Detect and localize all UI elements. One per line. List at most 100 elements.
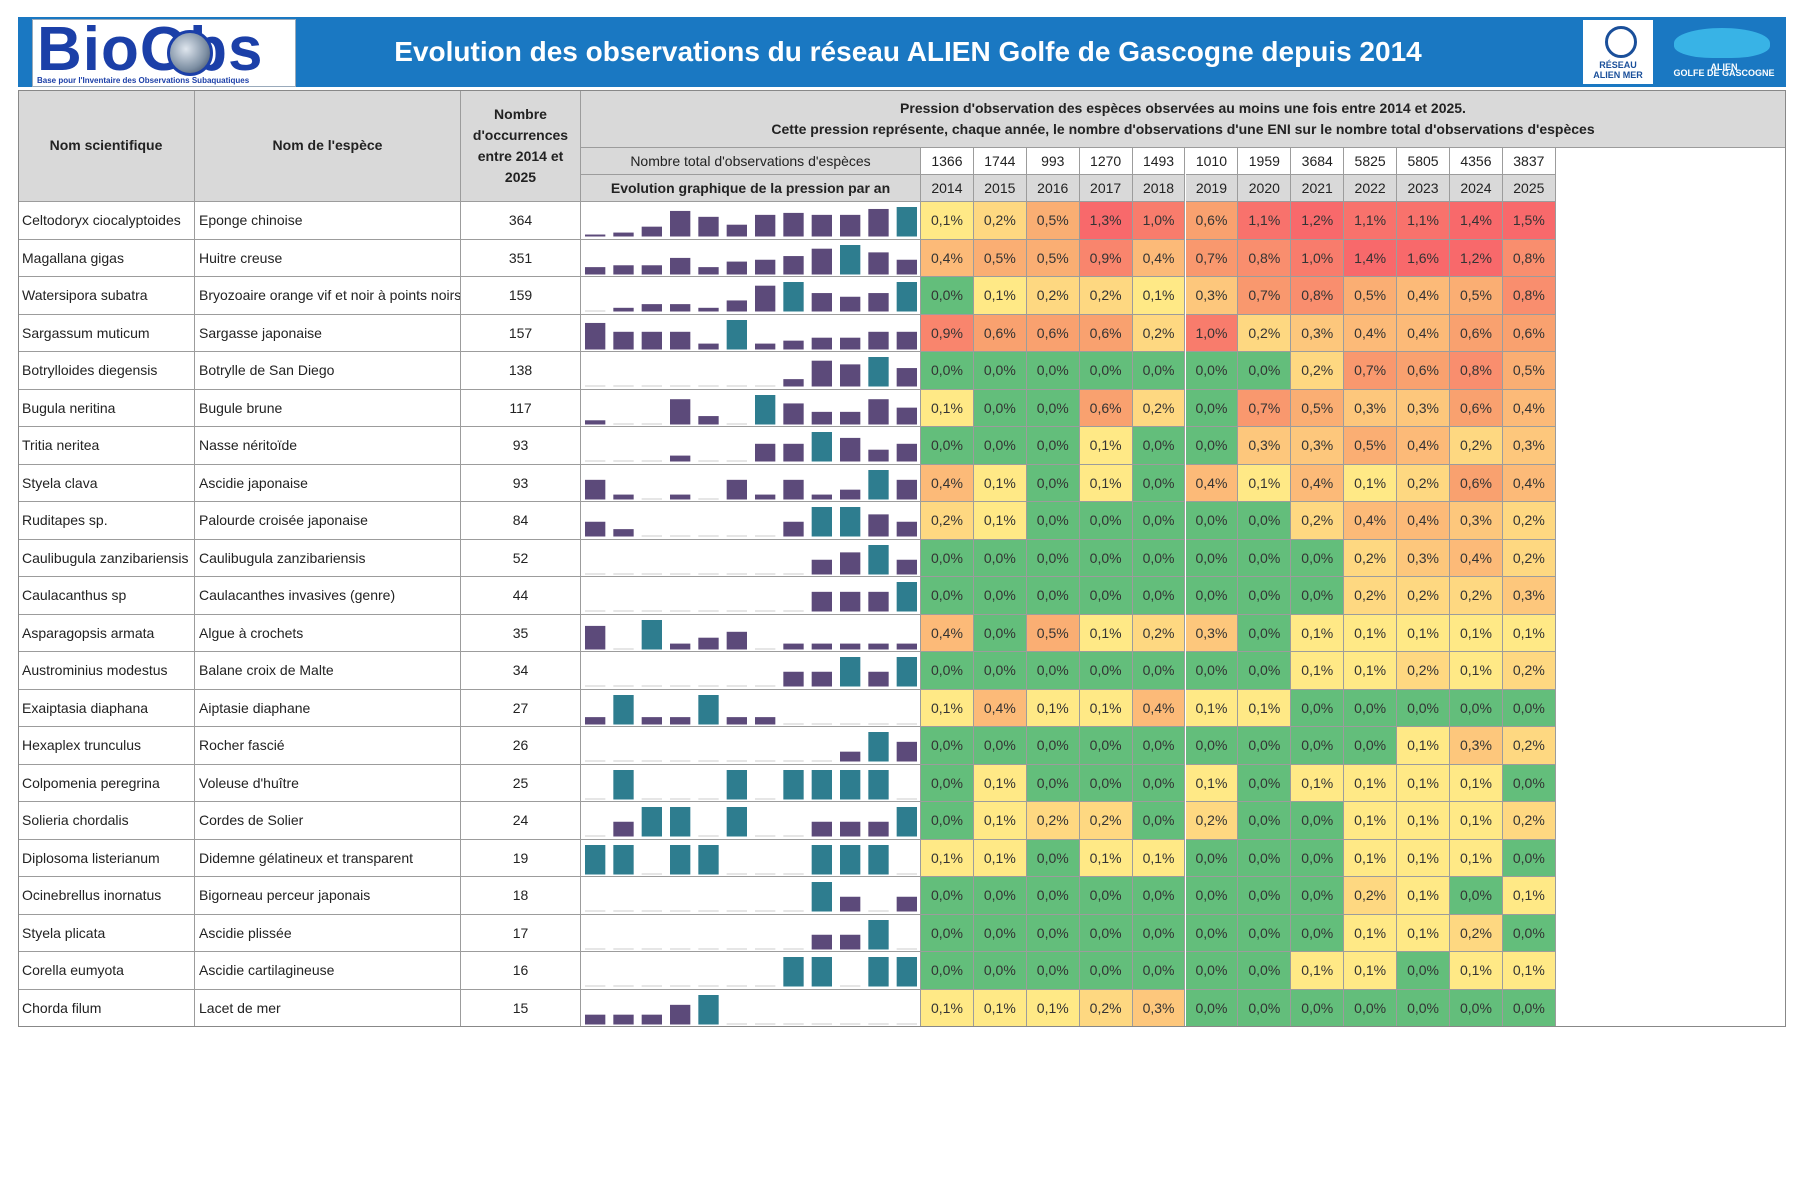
pressure-bar-2024	[868, 449, 889, 462]
sparkline-cell	[581, 314, 921, 352]
pressure-bar-2018	[698, 760, 719, 762]
species-name: Balane croix de Malte	[195, 652, 461, 690]
pressure-bar-2017	[670, 844, 691, 874]
pressure-value-2015: 0,1%	[973, 502, 1027, 540]
pressure-value-2019: 0,1%	[1185, 764, 1239, 802]
pressure-value-2016: 0,0%	[1026, 502, 1080, 540]
year-label-2014: 2014	[921, 175, 974, 202]
pressure-value-2017: 0,0%	[1079, 577, 1133, 615]
pressure-value-2016: 0,0%	[1026, 389, 1080, 427]
pressure-bar-2016	[641, 807, 662, 837]
pressure-value-2014: 0,0%	[921, 352, 974, 390]
occurrence-count: 16	[461, 952, 581, 990]
pressure-bar-2017	[670, 760, 691, 762]
pressure-value-2018: 0,0%	[1132, 952, 1186, 990]
pressure-bar-2020	[755, 798, 776, 799]
pressure-bar-2015	[613, 985, 634, 987]
pressure-value-2014: 0,4%	[921, 239, 974, 277]
pressure-value-2017: 0,2%	[1079, 277, 1133, 315]
sparkline-chart	[585, 319, 917, 349]
pressure-bar-2014	[585, 234, 606, 237]
scientific-name: Tritia neritea	[18, 427, 195, 465]
year-label-2024: 2024	[1450, 175, 1503, 202]
occurrence-count: 27	[461, 689, 581, 727]
pressure-bar-2017	[670, 573, 691, 574]
pressure-value-2020: 0,0%	[1238, 614, 1292, 652]
pressure-bar-2025	[896, 741, 917, 762]
pressure-value-2023: 1,6%	[1397, 239, 1450, 277]
pressure-value-2019: 0,0%	[1185, 502, 1239, 540]
pressure-bar-2015	[613, 529, 634, 537]
pressure-value-2018: 0,4%	[1132, 689, 1186, 727]
species-name: Nasse néritoïde	[195, 427, 461, 465]
pressure-value-2023: 0,1%	[1397, 727, 1450, 765]
pressure-bar-2022	[811, 293, 832, 312]
pressure-bar-2017	[670, 385, 691, 387]
pressure-value-2021: 0,1%	[1291, 614, 1345, 652]
scientific-name: Botrylloides diegensis	[18, 352, 195, 390]
pressure-bar-2014	[585, 760, 606, 762]
pressure-bar-2018	[698, 385, 719, 387]
scientific-name: Solieria chordalis	[18, 802, 195, 840]
pressure-bar-2024	[868, 544, 889, 574]
scientific-name: Caulacanthus sp	[18, 577, 195, 615]
pressure-value-2019: 0,3%	[1185, 277, 1239, 315]
pressure-bar-2024	[868, 469, 889, 499]
pressure-bar-2021	[783, 910, 804, 912]
pressure-value-2025: 1,5%	[1502, 202, 1556, 240]
pressure-bar-2018	[698, 415, 719, 424]
pressure-bar-2019	[726, 300, 747, 312]
pressure-bar-2014	[585, 910, 606, 912]
occurrence-count: 364	[461, 202, 581, 240]
pressure-value-2025: 0,2%	[1502, 652, 1556, 690]
pressure-value-2014: 0,0%	[921, 277, 974, 315]
pressure-bar-2020	[755, 214, 776, 237]
year-label-2021: 2021	[1291, 175, 1345, 202]
pressure-bar-2019	[726, 319, 747, 349]
pressure-bar-2022	[811, 337, 832, 349]
pressure-bar-2018	[698, 216, 719, 237]
pressure-bar-2016	[641, 873, 662, 874]
pressure-bar-2024	[868, 844, 889, 874]
pressure-bar-2018	[698, 343, 719, 349]
sparkline-cell	[581, 389, 921, 427]
pressure-value-2015: 0,0%	[973, 614, 1027, 652]
pressure-value-2021: 0,1%	[1291, 952, 1345, 990]
pressure-bar-2019	[726, 610, 747, 612]
pressure-bar-2023	[840, 723, 861, 724]
pressure-bar-2019	[726, 573, 747, 574]
pressure-bar-2015	[613, 685, 634, 687]
pressure-bar-2017	[670, 910, 691, 912]
pressure-bar-2019	[726, 807, 747, 837]
pressure-value-2024: 0,8%	[1450, 352, 1503, 390]
pressure-bar-2018	[698, 307, 719, 312]
pressure-bar-2024	[868, 1023, 889, 1024]
pressure-value-2025: 0,2%	[1502, 802, 1556, 840]
header-occurrences: Nombre d'occurrences entre 2014 et 2025	[461, 90, 581, 202]
pressure-value-2023: 0,2%	[1397, 577, 1450, 615]
pressure-value-2020: 1,1%	[1238, 202, 1292, 240]
pressure-bar-2019	[726, 479, 747, 499]
pressure-bar-2014	[585, 266, 606, 274]
globe-icon	[167, 30, 213, 76]
pressure-value-2018: 0,0%	[1132, 802, 1186, 840]
pressure-bar-2025	[896, 807, 917, 837]
pressure-bar-2020	[755, 835, 776, 837]
pressure-value-2017: 0,0%	[1079, 952, 1133, 990]
species-name: Botrylle de San Diego	[195, 352, 461, 390]
pressure-bar-2019	[726, 631, 747, 649]
pressure-bar-2017	[670, 304, 691, 312]
pressure-value-2014: 0,0%	[921, 877, 974, 915]
total-observations-2021: 3684	[1291, 148, 1345, 175]
species-name: Ascidie plissée	[195, 914, 461, 952]
total-observations-2015: 1744	[973, 148, 1027, 175]
pressure-value-2016: 0,0%	[1026, 539, 1080, 577]
pressure-bar-2014	[585, 322, 606, 349]
species-name: Algue à crochets	[195, 614, 461, 652]
pressure-value-2025: 0,1%	[1502, 952, 1556, 990]
pressure-bar-2020	[755, 685, 776, 687]
pressure-value-2021: 0,2%	[1291, 352, 1345, 390]
pressure-bar-2019	[726, 224, 747, 237]
sparkline-chart	[585, 694, 917, 724]
pressure-bar-2018	[698, 498, 719, 499]
